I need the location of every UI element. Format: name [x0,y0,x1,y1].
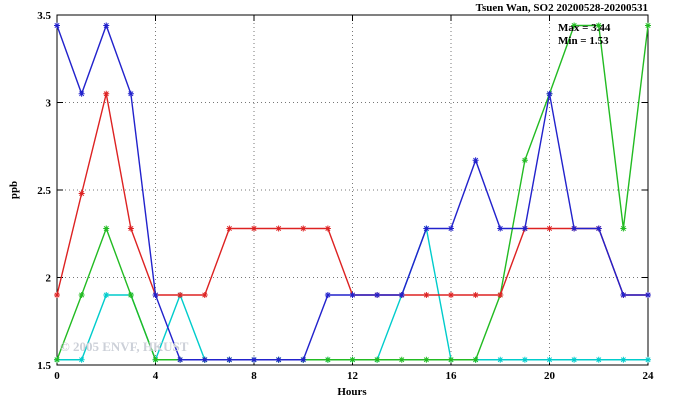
y-tick-label: 1.5 [37,360,51,372]
y-tick-label: 3.5 [37,10,51,22]
watermark: © 2005 ENVF, HKUST [60,339,189,354]
max-min-annotation: Max = 3.44 Min = 1.53 [558,22,610,48]
max-annotation: Max = 3.44 [558,22,611,34]
x-tick-label: 16 [446,370,458,382]
min-annotation: Min = 1.53 [558,35,609,47]
chart-title: Tsuen Wan, SO2 20200528-20200531 [475,2,648,14]
y-tick-label: 2.5 [37,185,51,197]
y-axis-label: ppb [8,180,20,200]
x-tick-label: 20 [544,370,556,382]
x-tick-label: 0 [54,370,60,382]
x-tick-label: 4 [153,370,159,382]
y-tick-label: 3 [46,98,52,110]
series-blue-markers [54,22,651,363]
x-tick-label: 24 [643,370,655,382]
x-tick-label: 12 [347,370,359,382]
x-axis-label: Hours [337,386,367,398]
x-tick-label: 8 [251,370,257,382]
y-tick-label: 2 [46,273,52,285]
